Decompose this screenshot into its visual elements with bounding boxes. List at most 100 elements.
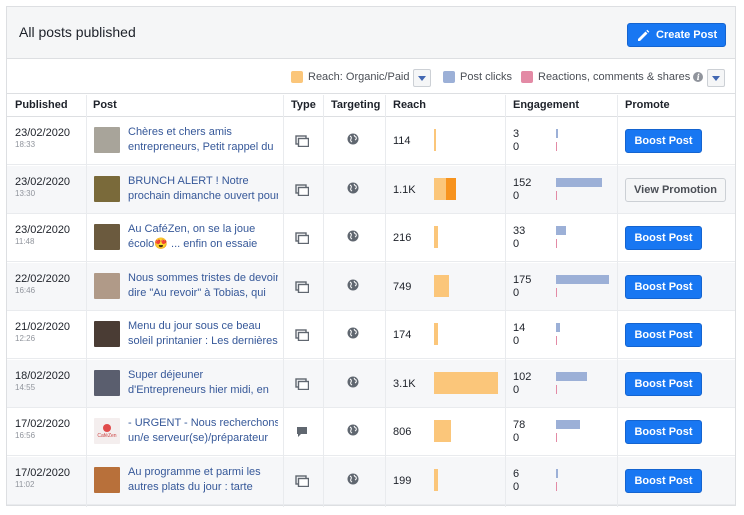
table-row: 17/02/2020 16:56 CaféZen - URGENT - Nous re…	[7, 408, 735, 456]
boost-post-button[interactable]: Boost Post	[625, 226, 702, 250]
table-header: Published Post Type Targeting Reach Enga…	[7, 95, 735, 117]
globe-icon	[347, 424, 359, 436]
post-link[interactable]: - URGENT - Nous recherchons un/e serveur(…	[128, 416, 278, 446]
reactions-bar	[556, 287, 557, 297]
post-text-line2: d'Entrepreneurs hier midi, en	[128, 383, 269, 396]
legend-reactions-label: Reactions, comments & shares	[538, 71, 691, 83]
boost-post-button[interactable]: Boost Post	[625, 129, 702, 153]
reactions-bar	[556, 142, 557, 151]
reactions-value: 0	[513, 189, 520, 202]
reach-bar	[434, 371, 498, 394]
reach-bar	[434, 323, 438, 345]
reach-swatch	[291, 71, 303, 83]
photo-icon	[295, 329, 310, 342]
boost-post-button[interactable]: Boost Post	[625, 468, 702, 493]
boost-post-button[interactable]: Boost Post	[625, 323, 702, 347]
table-row: 17/02/2020 11:02 Au programme et parmi les…	[7, 456, 735, 505]
post-text-line1: Menu du jour sous ce beau	[128, 320, 261, 332]
photo-icon	[295, 280, 310, 293]
post-clicks-value: 14	[513, 322, 526, 334]
published-time: 16:46	[15, 285, 36, 295]
post-text-line1: Chères et chers amis	[128, 126, 232, 138]
reactions-bar	[556, 384, 557, 394]
clicks-swatch	[443, 71, 455, 83]
reach-value: 216	[393, 232, 412, 244]
post-clicks-value: 102	[513, 370, 532, 383]
organic-reach-bar	[434, 371, 498, 394]
post-text-line1: - URGENT - Nous recherchons	[128, 417, 278, 429]
reach-bar	[434, 274, 449, 297]
post-clicks-bar	[556, 323, 560, 332]
post-thumbnail[interactable]: CaféZen	[94, 418, 120, 444]
post-thumbnail[interactable]	[94, 175, 120, 202]
post-link[interactable]: Nous sommes tristes de devoir dire "Au re…	[128, 271, 278, 301]
post-clicks-bar	[556, 468, 558, 478]
published-time: 18:33	[15, 140, 36, 149]
reach-bar	[434, 226, 438, 248]
create-post-button[interactable]: Create Post	[627, 23, 726, 47]
published-time: 16:56	[15, 431, 36, 440]
legend-reactions: Reactions, comments & shares i	[521, 71, 704, 83]
pencil-icon	[632, 24, 654, 46]
reactions-bar	[556, 239, 557, 248]
post-link[interactable]: Au programme et parmi les autres plats du…	[128, 465, 278, 495]
photo-icon	[295, 232, 310, 245]
post-thumbnail[interactable]	[94, 321, 120, 347]
boost-post-button[interactable]: Boost Post	[625, 274, 702, 299]
organic-reach-bar	[434, 420, 451, 442]
post-clicks-value: 175	[513, 273, 532, 286]
published-time: 13:30	[15, 188, 36, 198]
col-published[interactable]: Published	[15, 99, 68, 111]
organic-reach-bar	[434, 468, 438, 491]
post-text-line1: Au programme et parmi les	[128, 465, 261, 478]
globe-icon	[347, 279, 359, 291]
post-link[interactable]: Chères et chers amis entrepreneurs, Petit…	[128, 125, 278, 155]
post-link[interactable]: Super déjeuner d'Entrepreneurs hier midi,…	[128, 368, 278, 398]
photo-icon	[295, 474, 310, 487]
post-text-line2: prochain dimanche ouvert pour	[128, 189, 278, 202]
post-text-line1: Nous sommes tristes de devoir	[128, 271, 278, 284]
post-link[interactable]: Menu du jour sous ce beau soleil printani…	[128, 319, 278, 349]
post-thumbnail[interactable]	[94, 127, 120, 153]
column-divider	[505, 95, 506, 507]
post-clicks-value: 33	[513, 225, 526, 237]
boost-post-button[interactable]: Boost Post	[625, 420, 702, 444]
reactions-value: 0	[513, 432, 520, 444]
reactions-value: 0	[513, 286, 520, 299]
col-promote: Promote	[625, 99, 670, 111]
post-text-line2: écolo😍 ... enfin on essaie	[128, 238, 258, 250]
organic-reach-bar	[434, 323, 438, 345]
post-clicks-bar	[556, 177, 602, 187]
post-thumbnail[interactable]	[94, 224, 120, 250]
engagement-dropdown[interactable]	[707, 69, 725, 87]
organic-reach-bar	[434, 226, 438, 248]
post-link[interactable]: BRUNCH ALERT ! Notre prochain dimanche ou…	[128, 174, 278, 204]
col-type: Type	[291, 99, 316, 111]
reach-dropdown[interactable]	[413, 69, 431, 87]
table-row: 18/02/2020 14:55 Super déjeuner d'Entrepren…	[7, 359, 735, 408]
reach-value: 749	[393, 280, 412, 293]
reach-value: 806	[393, 426, 412, 438]
published-time: 11:48	[15, 237, 35, 246]
post-thumbnail[interactable]	[94, 466, 120, 493]
globe-icon	[347, 182, 359, 194]
col-targeting: Targeting	[331, 99, 381, 111]
post-thumbnail[interactable]	[94, 272, 120, 299]
view-promotion-button[interactable]: View Promotion	[625, 177, 726, 202]
reach-value: 199	[393, 474, 412, 487]
col-engagement[interactable]: Engagement	[513, 99, 580, 111]
column-divider	[385, 95, 386, 507]
post-text-line2: entrepreneurs, Petit rappel du	[128, 141, 274, 153]
paid-reach-bar	[446, 177, 456, 200]
info-icon[interactable]: i	[693, 72, 704, 82]
legend-clicks: Post clicks	[443, 71, 512, 83]
chevron-down-icon	[418, 75, 426, 81]
post-link[interactable]: Au CaféZen, on se la joue écolo😍 ... enfi…	[128, 222, 278, 252]
boost-post-button[interactable]: Boost Post	[625, 371, 702, 396]
post-thumbnail[interactable]	[94, 369, 120, 396]
reach-value: 114	[393, 135, 411, 147]
col-reach[interactable]: Reach	[393, 99, 427, 111]
post-clicks-value: 152	[513, 176, 532, 189]
published-date: 21/02/2020	[15, 321, 71, 333]
organic-reach-bar	[434, 129, 436, 151]
